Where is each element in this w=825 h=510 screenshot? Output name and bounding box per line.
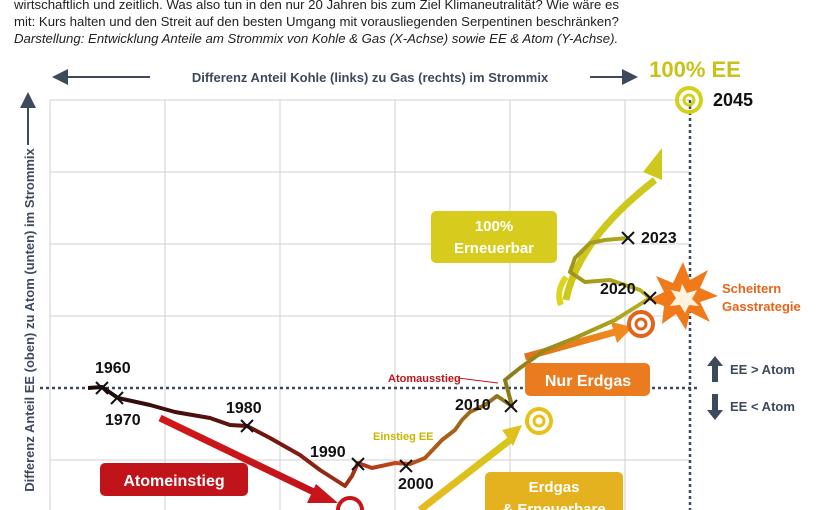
intro-line-1: wirtschaftlich und zeitlich. Was also tu… [14,0,619,12]
target-label: 100% EE [649,57,741,82]
box-100-erneuerbar [431,211,557,263]
atomausstieg-label: Atomausstieg [388,373,461,385]
arrow-atomeinstieg [158,414,322,499]
marker-1960 [95,381,109,395]
intro-text: wirtschaftlich und zeitlich. Was also tu… [14,0,814,47]
box-nur-erdgas-label: Nur Erdgas [545,373,631,390]
target-ring-inner [682,93,696,107]
year-label-2020: 2020 [600,281,636,298]
year-label-1980: 1980 [226,400,262,417]
box-erdgas-ee-line1: Erdgas [529,479,580,496]
year-label-1960: 1960 [95,360,131,377]
historic-trajectory [87,236,652,488]
ee-gt-atom-arrow [707,356,723,382]
marker-2010 [504,399,518,413]
marker-2000 [399,459,413,473]
ee-lt-atom-label: EE < Atom [730,399,795,414]
ee-gt-atom-label: EE > Atom [730,362,795,377]
ring-atomeinstieg [336,496,364,510]
ring-nur-erdgas-inner [634,317,648,331]
year-label-1970: 1970 [105,412,141,429]
year-markers [95,231,657,473]
ring-erdgas-ee-inner [532,414,546,428]
target-year: 2045 [713,90,753,110]
atomausstieg-leader [457,377,499,384]
grid [49,99,690,510]
scheitern-label-2: Gasstrategie [722,299,801,314]
year-label-1990: 1990 [310,444,346,461]
arrow-100-erneuerbar-lower [556,275,569,307]
marker-2023 [621,231,635,245]
marker-1970 [110,391,124,405]
target-ring-outer [675,86,703,114]
year-label-2023: 2023 [641,230,677,247]
box-100-erneuerbar-line1: 100% [475,218,513,235]
box-nur-erdgas [525,363,650,396]
arrow-100-erneuerbar-head [643,148,662,180]
ee-lt-atom-arrow [707,394,723,420]
ring-erdgas-ee [525,407,553,435]
ring-nur-erdgas [627,310,655,338]
year-label-2000: 2000 [398,476,434,493]
intro-description: Darstellung: Entwicklung Anteile am Stro… [14,31,619,46]
explosion-icon-core [670,284,699,313]
scheitern-label-1: Scheitern [722,281,781,296]
arrow-erdgas-ee [417,437,513,510]
arrow-erdgas-ee-head [502,425,522,446]
arrow-atomeinstieg-head [307,484,338,503]
arrow-100-erneuerbar [562,177,658,301]
marker-1980 [240,419,254,433]
y-axis-label: Differenz Anteil EE (oben) zu Atom (unte… [22,147,37,491]
x-axis-label: Differenz Anteil Kohle (links) zu Gas (r… [192,70,549,85]
box-erdgas-ee [485,472,623,510]
box-atomeinstieg-label: Atomeinstieg [123,473,224,490]
einstieg-ee-label: Einstieg EE [373,431,434,443]
intro-line-2: mit: Kurs halten und den Streit auf den … [14,14,619,29]
marker-2020 [643,291,657,305]
marker-1990 [351,457,365,471]
box-100-erneuerbar-line2: Erneuerbar [454,240,534,257]
box-erdgas-ee-line2: & Erneuerbare [502,501,605,510]
year-label-2010: 2010 [455,397,491,414]
box-atomeinstieg [100,463,248,496]
